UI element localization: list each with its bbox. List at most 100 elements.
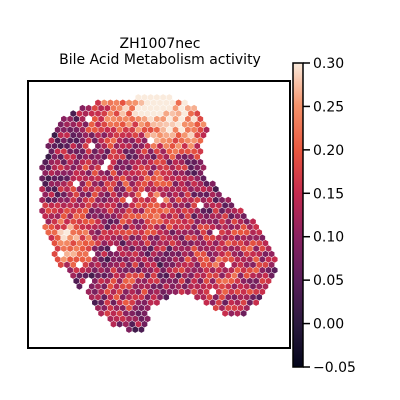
spot bbox=[129, 169, 135, 177]
spot bbox=[231, 283, 238, 290]
colorbar-tick-label: 0.00 bbox=[313, 317, 344, 333]
spot bbox=[95, 121, 101, 128]
spot bbox=[194, 239, 201, 247]
spot bbox=[42, 158, 49, 166]
spot bbox=[144, 207, 151, 215]
spot bbox=[225, 239, 232, 247]
spot bbox=[172, 277, 179, 285]
spot bbox=[67, 191, 73, 198]
spot bbox=[253, 234, 259, 242]
spot bbox=[253, 266, 259, 274]
spot bbox=[234, 245, 241, 252]
spot bbox=[57, 229, 64, 236]
spot bbox=[132, 272, 139, 279]
spot bbox=[191, 202, 197, 209]
spot bbox=[250, 293, 256, 301]
spot bbox=[175, 142, 182, 150]
spot bbox=[107, 218, 114, 225]
spot bbox=[54, 191, 61, 198]
spot bbox=[113, 229, 120, 236]
spot bbox=[141, 277, 148, 285]
spot bbox=[228, 202, 235, 209]
spot bbox=[64, 196, 70, 204]
spot bbox=[135, 94, 142, 101]
spot bbox=[101, 261, 108, 269]
spot bbox=[64, 261, 70, 269]
spot bbox=[166, 266, 173, 274]
spot bbox=[82, 110, 89, 117]
spot bbox=[206, 185, 213, 193]
spot bbox=[85, 266, 92, 274]
spot bbox=[129, 202, 135, 209]
spot bbox=[141, 94, 148, 101]
spot bbox=[250, 272, 256, 279]
spot bbox=[250, 250, 256, 258]
colorbar-tick-label: 0.05 bbox=[313, 273, 344, 289]
spot bbox=[185, 234, 191, 242]
spot bbox=[181, 250, 188, 258]
spot bbox=[181, 207, 188, 215]
spot bbox=[113, 153, 120, 161]
spot bbox=[197, 266, 204, 274]
spot bbox=[219, 304, 225, 312]
spot bbox=[228, 299, 235, 306]
spot bbox=[206, 293, 213, 301]
spot bbox=[188, 175, 194, 182]
spot bbox=[178, 115, 185, 123]
spot bbox=[228, 288, 235, 296]
colorbar-tick-label: 0.20 bbox=[313, 143, 344, 159]
spot bbox=[79, 245, 86, 252]
spot bbox=[175, 283, 182, 290]
spot bbox=[110, 115, 117, 123]
spot bbox=[113, 121, 120, 128]
spot bbox=[70, 185, 77, 193]
spot bbox=[157, 250, 163, 258]
spot bbox=[138, 99, 145, 107]
spot bbox=[67, 126, 73, 134]
spot bbox=[188, 131, 194, 139]
spot bbox=[144, 175, 151, 182]
spot bbox=[113, 304, 120, 312]
spot bbox=[191, 104, 197, 112]
spot bbox=[132, 196, 139, 204]
spot bbox=[67, 202, 73, 209]
spot bbox=[67, 256, 73, 263]
spot bbox=[98, 126, 104, 134]
spot bbox=[126, 283, 132, 290]
spot bbox=[228, 277, 235, 285]
spot bbox=[116, 299, 123, 306]
spot bbox=[166, 245, 173, 252]
spot bbox=[64, 175, 70, 182]
spot bbox=[113, 99, 120, 107]
colorbar-ticks: 0.30 0.25 0.20 0.15 0.10 0.05 0.00 −0.05 bbox=[303, 56, 356, 376]
spot bbox=[169, 239, 176, 247]
spot bbox=[110, 299, 117, 306]
spot bbox=[88, 153, 95, 161]
spot bbox=[45, 229, 52, 236]
spot bbox=[250, 283, 256, 290]
spot bbox=[110, 191, 117, 198]
spot bbox=[129, 115, 135, 123]
spot bbox=[54, 234, 61, 242]
spot bbox=[76, 250, 83, 258]
spot bbox=[98, 137, 104, 144]
spot bbox=[219, 283, 225, 290]
spot bbox=[132, 218, 139, 225]
spot bbox=[154, 234, 160, 242]
spot bbox=[169, 283, 176, 290]
spot bbox=[188, 121, 194, 128]
spot bbox=[135, 158, 142, 166]
spot bbox=[104, 202, 111, 209]
chart-title-line1: ZH1007nec bbox=[120, 36, 201, 52]
spot bbox=[181, 153, 188, 161]
spot bbox=[61, 115, 67, 123]
spot bbox=[82, 131, 89, 139]
spot bbox=[228, 310, 235, 317]
spot bbox=[119, 153, 126, 161]
spot bbox=[107, 99, 114, 107]
spot bbox=[191, 266, 197, 274]
spot bbox=[219, 218, 225, 225]
spot bbox=[234, 234, 241, 242]
spot bbox=[222, 202, 228, 209]
spot bbox=[188, 153, 194, 161]
